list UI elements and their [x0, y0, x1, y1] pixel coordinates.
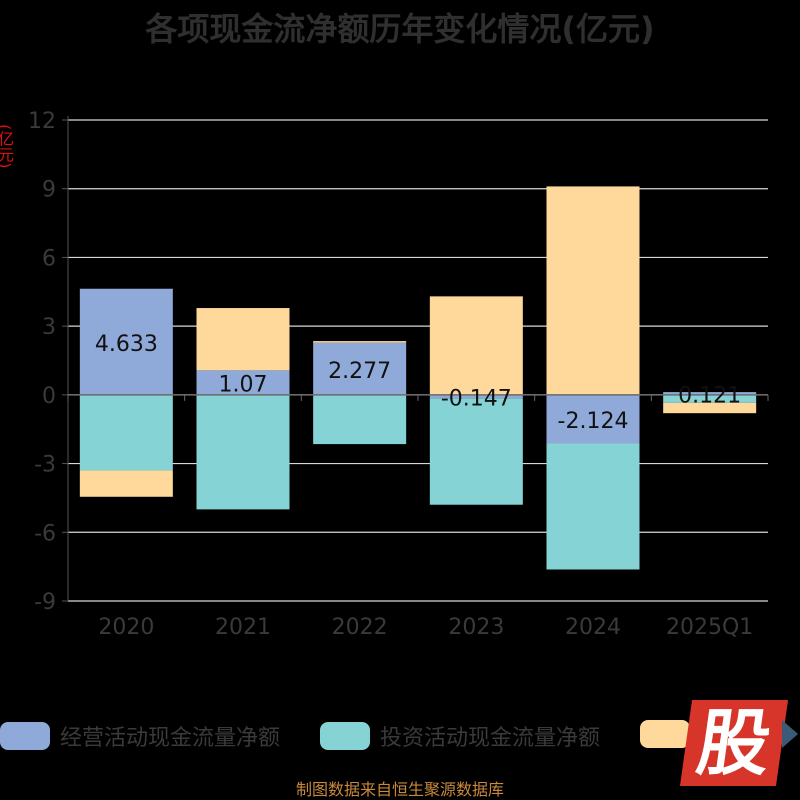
watermark-stamp: 股 [679, 700, 789, 786]
x-tick-label: 2021 [215, 615, 271, 640]
y-tick-label: -3 [34, 453, 56, 478]
data-label: -0.147 [441, 387, 512, 412]
bar-segment-s0-2021 [196, 370, 290, 395]
bar-segment-s2-2020 [79, 470, 173, 497]
data-label: 2.277 [328, 359, 391, 384]
legend-label: 经营活动现金流量净额 [60, 726, 281, 751]
legend: 经营活动现金流量净额 投资活动现金流量净额 [0, 712, 800, 758]
bar-segment-s1-2022 [313, 394, 407, 445]
legend-swatch [640, 720, 690, 748]
data-label: 4.633 [95, 332, 158, 357]
legend-item-financing[interactable] [640, 720, 700, 748]
x-tick-label: 2023 [448, 615, 504, 640]
y-tick-label: 0 [42, 384, 56, 409]
data-label: -2.124 [558, 409, 629, 434]
legend-next-arrow-icon[interactable] [782, 720, 798, 748]
data-label: 1.07 [219, 373, 268, 398]
bar-segment-s1-2023 [429, 398, 523, 505]
bar-segment-s1-2021 [196, 394, 290, 510]
bar-segment-s0-2024 [546, 394, 640, 444]
bar-segment-s0-2023 [429, 394, 523, 399]
stacked-bar-chart: -9 -6 -3 0 3 6 9 12 4.633 1.07 2.277 -0.147 -2.124 0.… [28, 109, 769, 640]
legend-swatch [320, 722, 370, 750]
y-unit-label: (亿元) [0, 124, 14, 169]
bar-segment-s1-2025Q1 [663, 394, 757, 403]
bar-segment-s2-2024 [546, 186, 640, 395]
y-tick-label: -6 [34, 521, 56, 546]
bar-segment-s2-2022 [313, 341, 407, 343]
y-tick-label: -9 [34, 590, 56, 615]
y-tick-label: 6 [42, 246, 56, 271]
x-tick-label: 2022 [332, 615, 388, 640]
x-tick-label: 2020 [98, 615, 154, 640]
y-tick-label: 12 [28, 109, 56, 134]
bar-segment-s0-2025Q1 [663, 392, 757, 395]
source-footer: 制图数据来自恒生聚源数据库 [295, 780, 504, 799]
bar-segment-s0-2020 [79, 288, 173, 395]
legend-label: 投资活动现金流量净额 [380, 726, 601, 751]
chart-title: 各项现金流净额历年变化情况(亿元) [145, 10, 655, 48]
legend-swatch [0, 722, 50, 750]
bar-segment-s1-2024 [546, 443, 640, 570]
y-tick-label: 9 [42, 178, 56, 203]
x-tick-label: 2024 [565, 615, 621, 640]
bar-segment-s2-2021 [196, 308, 290, 371]
y-tick-label: 3 [42, 315, 56, 340]
data-label: 0.121 [678, 383, 741, 408]
legend-item-investing[interactable]: 投资活动现金流量净额 [320, 720, 600, 752]
bar-segment-s2-2023 [429, 296, 523, 395]
legend-item-operating[interactable]: 经营活动现金流量净额 [0, 720, 280, 752]
bar-segment-s1-2020 [79, 394, 173, 471]
bar-segment-s0-2022 [313, 342, 407, 395]
bar-segment-s2-2025Q1 [663, 402, 757, 414]
x-tick-label: 2025Q1 [666, 615, 753, 640]
